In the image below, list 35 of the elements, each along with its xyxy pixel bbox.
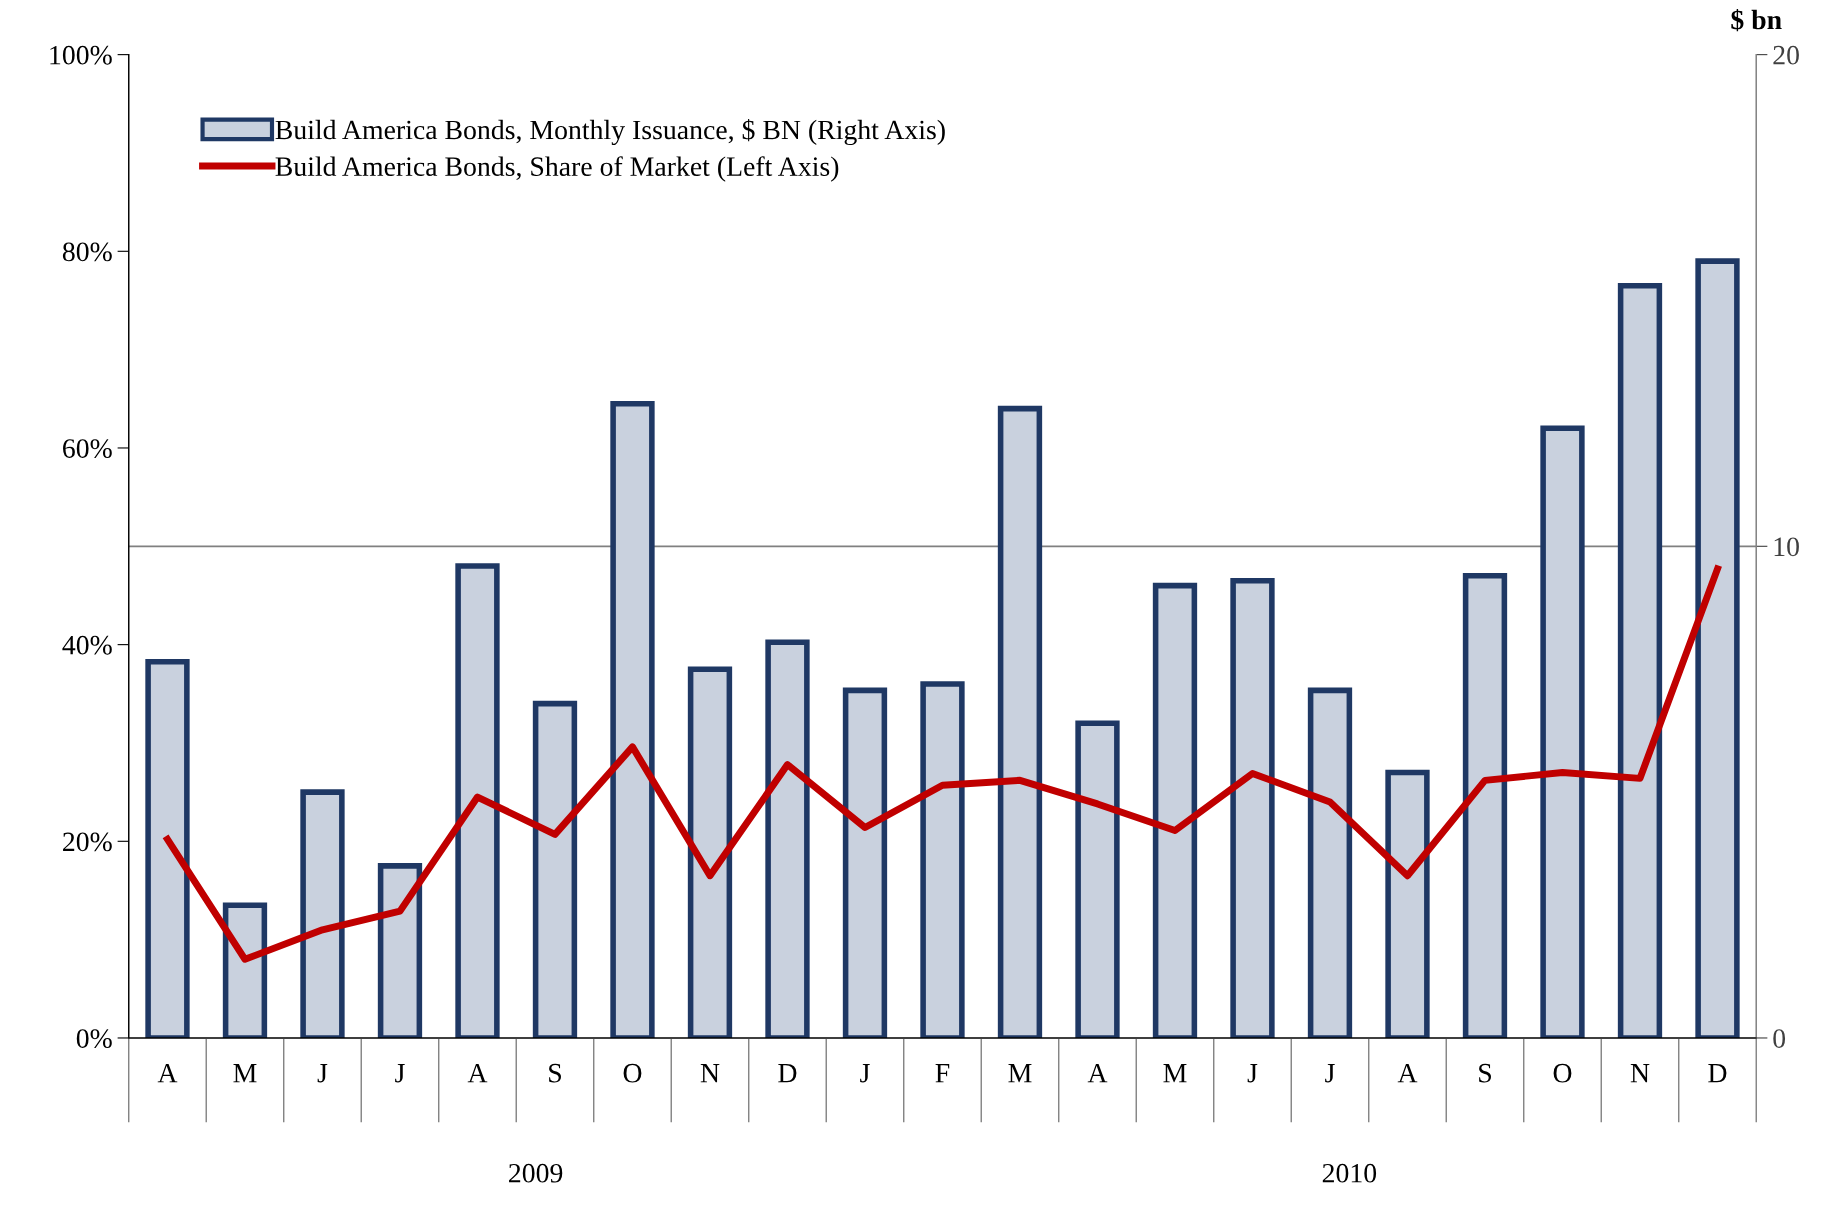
x-tick-label: N	[1630, 1064, 1650, 1083]
x-tick-label: A	[157, 1063, 178, 1083]
x-tick-label: J	[1247, 1064, 1258, 1083]
y-tick-label: 0%	[76, 1029, 112, 1048]
x-tick-label: J	[860, 1064, 870, 1083]
x-tick-label: A	[467, 1063, 488, 1083]
x-tick-label: M	[1163, 1064, 1187, 1083]
y2-tick-label: 10	[1774, 537, 1799, 557]
x-tick-label: A	[1087, 1063, 1108, 1083]
x-tick-label: O	[623, 1063, 642, 1083]
x-tick-label: A	[1397, 1063, 1418, 1083]
y2-tick-label: 20	[1773, 45, 1799, 65]
x-tick-label: S	[1479, 1063, 1491, 1083]
legend-label: Build America Bonds, Monthly Issuance, $ BN (Right Axis)	[275, 118, 945, 146]
x-tick-label: M	[1008, 1064, 1032, 1083]
x-tick-label: F	[935, 1064, 950, 1083]
x-tick-label: N	[700, 1064, 720, 1083]
y-tick-label: 40%	[62, 635, 112, 655]
x-tick-label: O	[1553, 1063, 1572, 1083]
x-tick-label: J	[317, 1064, 328, 1083]
x-tick-label: S	[549, 1063, 561, 1083]
y-tick-label: 100%	[50, 45, 112, 65]
x-tick-label: J	[1325, 1064, 1335, 1083]
y-tick-label: 60%	[63, 439, 112, 458]
text: 2010	[1322, 1163, 1377, 1183]
legend-label: Build America Bonds, Share of Market (Left Axis)	[275, 156, 839, 182]
y2-axis-title: $ bn	[1731, 8, 1782, 32]
x-tick-label: M	[233, 1064, 257, 1083]
y2-tick-label: 0	[1773, 1029, 1786, 1048]
y-tick-label: 80%	[62, 242, 112, 262]
text: 2009	[509, 1163, 563, 1183]
x-tick-label: D	[778, 1064, 797, 1083]
y-tick-label: 20%	[63, 832, 112, 852]
x-tick-label: D	[1708, 1064, 1727, 1083]
x-tick-label: J	[395, 1064, 405, 1083]
